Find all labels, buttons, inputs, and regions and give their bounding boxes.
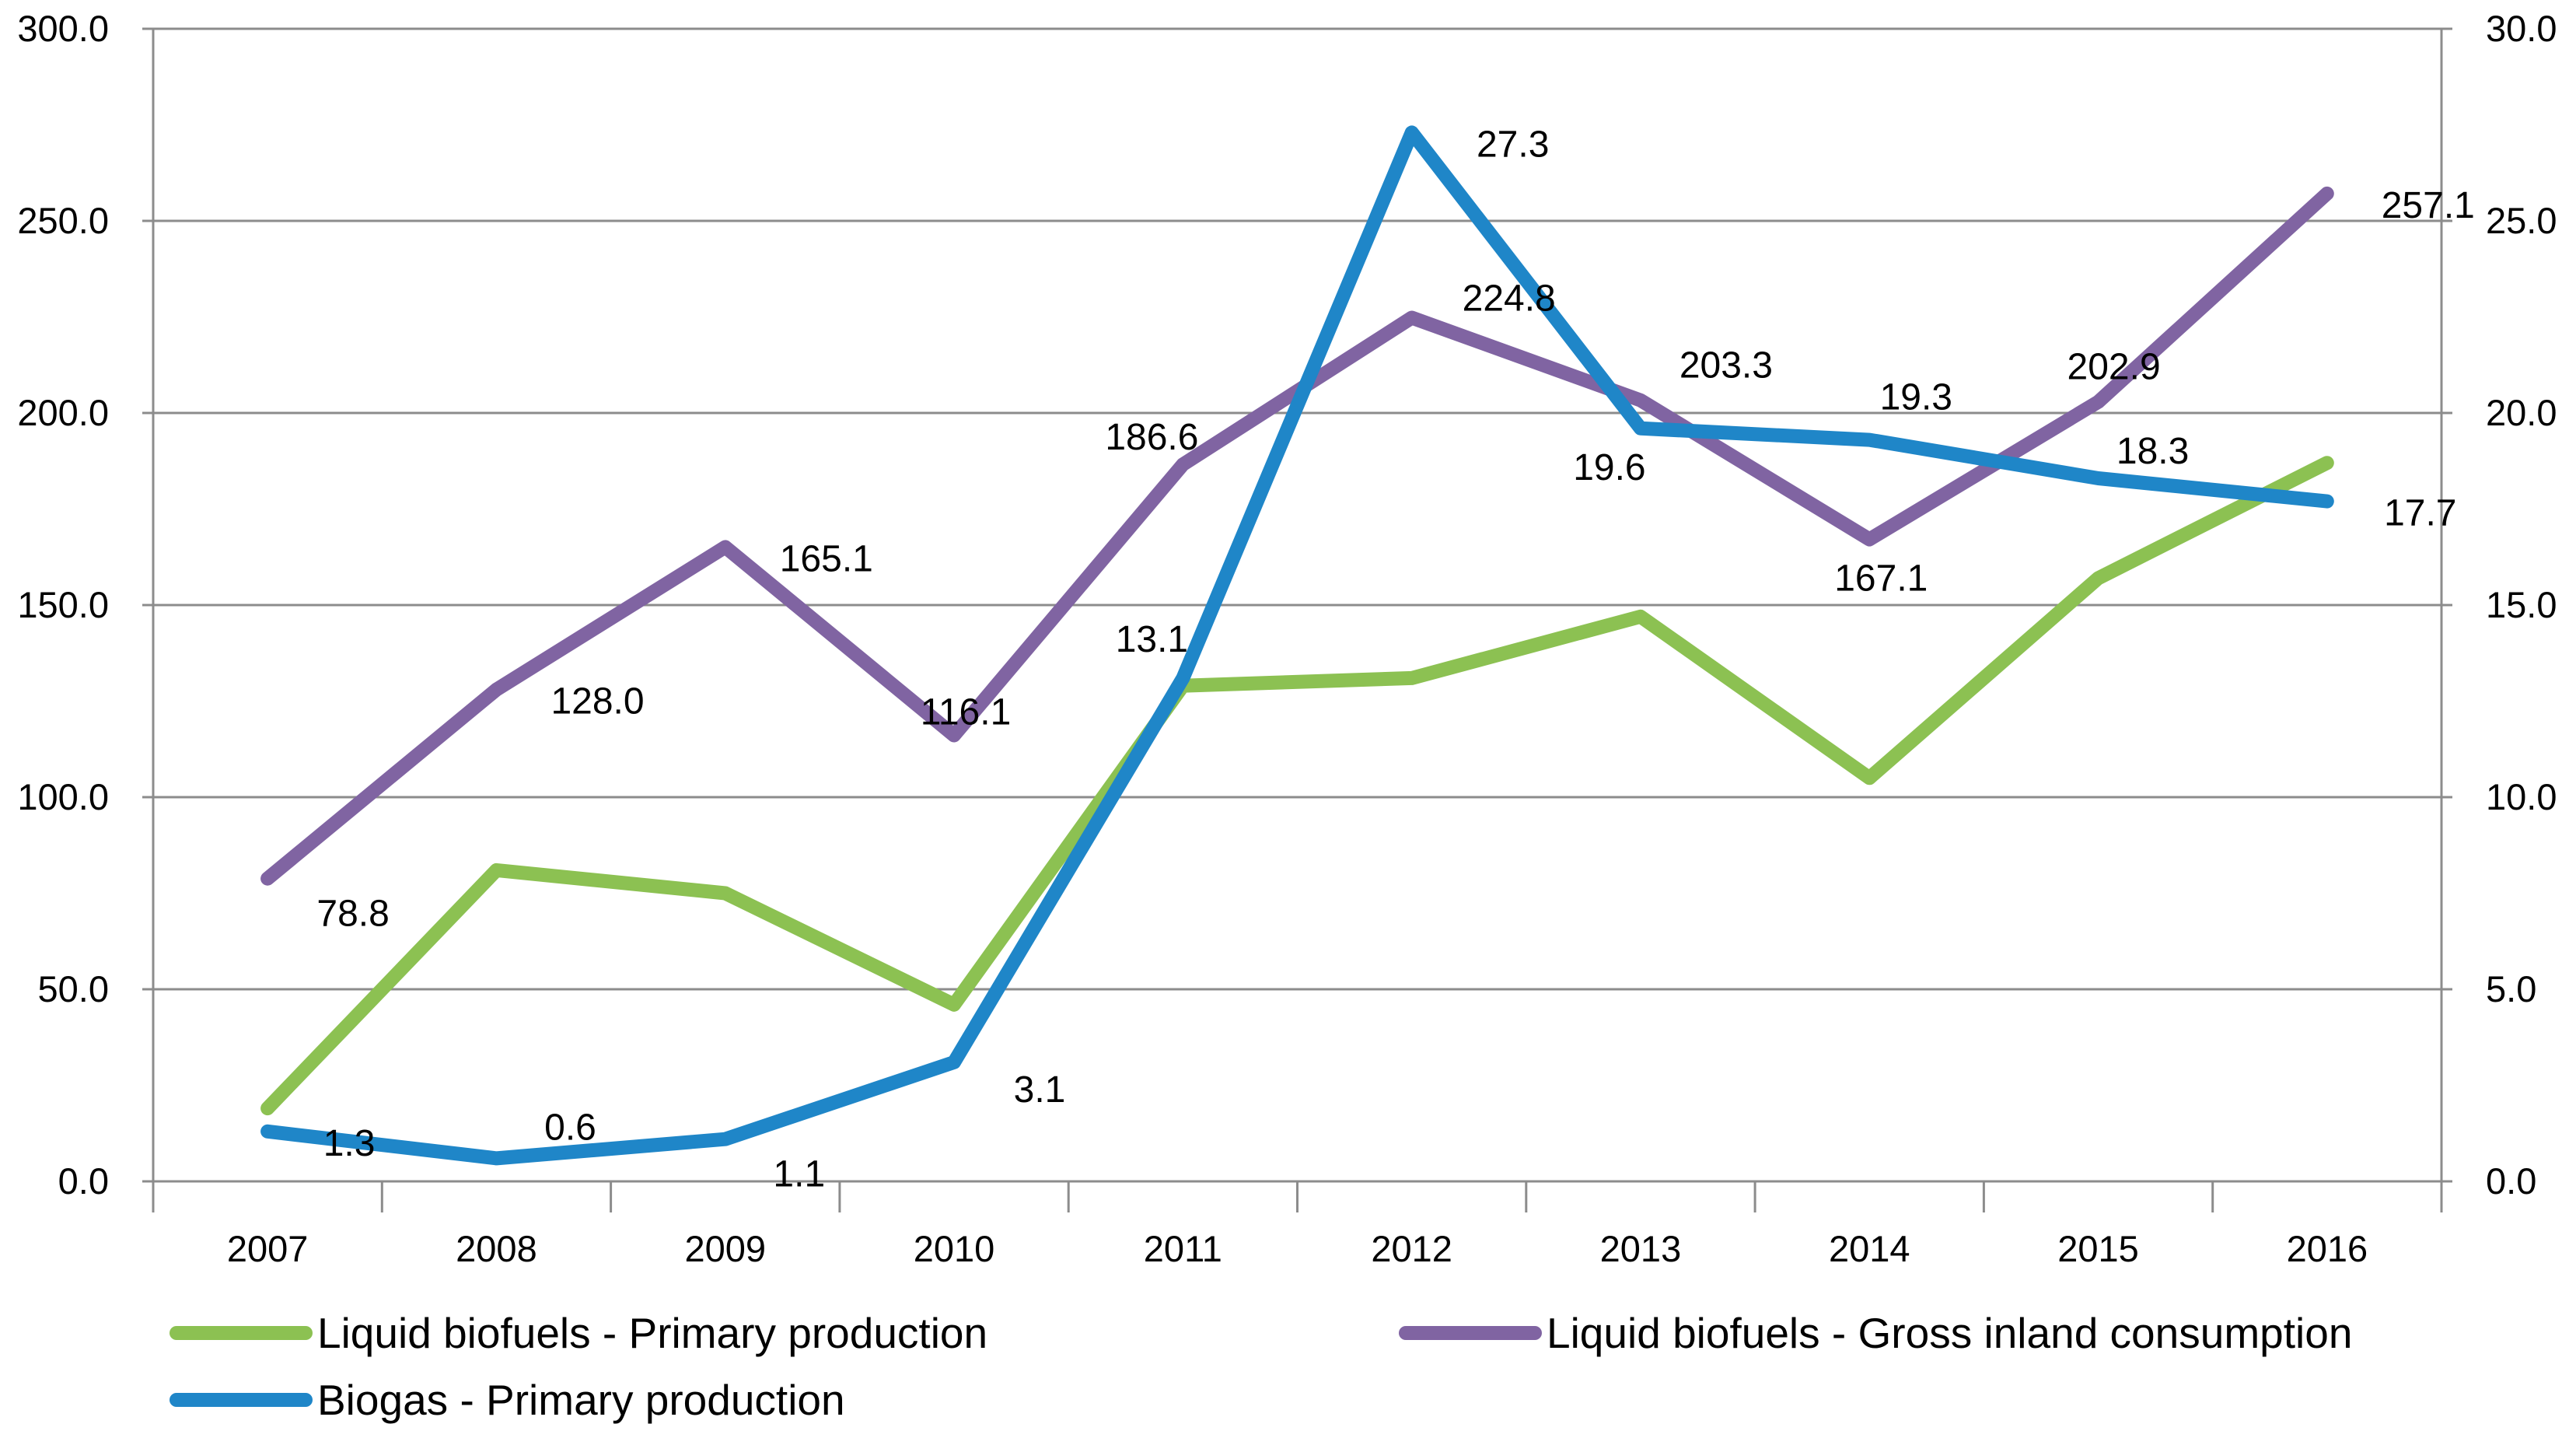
data-label: 19.3	[1880, 377, 1952, 418]
data-label: 19.6	[1573, 447, 1645, 488]
y-axis-left: 0.0 50.0 100.0 150.0 200.0 250.0 300.0	[17, 8, 109, 1202]
data-label: 3.1	[1014, 1069, 1066, 1111]
data-label: 17.7	[2384, 493, 2456, 534]
data-label: 0.6	[544, 1107, 596, 1148]
y-right-tick-label: 30.0	[2486, 8, 2557, 49]
x-tick-label: 2010	[914, 1228, 995, 1269]
data-label: 1.3	[323, 1123, 376, 1164]
y-right-tick-label: 20.0	[2486, 392, 2557, 433]
x-tick-label: 2014	[1829, 1228, 1910, 1269]
data-label: 203.3	[1679, 345, 1773, 387]
legend-label: Liquid biofuels - Primary production	[317, 1309, 987, 1357]
data-label: 116.1	[921, 692, 1012, 733]
data-label: 128.0	[551, 681, 644, 722]
data-labels: 78.8 128.0 165.1 116.1 186.6 224.8 203.3 167.1 2…	[316, 124, 2474, 1195]
x-tick-label: 2013	[1600, 1228, 1682, 1269]
series-liquid-biofuels-gross-inland-consumption	[260, 186, 2334, 886]
legend-item-liquid-biofuels-consumption: Liquid biofuels - Gross inland consumpti…	[1399, 1309, 2352, 1357]
y-left-tick-label: 300.0	[17, 8, 109, 49]
data-label: 167.1	[1834, 558, 1928, 600]
y-right-tick-label: 10.0	[2486, 776, 2557, 817]
y-left-tick-label: 50.0	[38, 968, 109, 1009]
x-tick-label: 2008	[456, 1228, 537, 1269]
data-label: 165.1	[780, 538, 873, 579]
y-right-tick-label: 5.0	[2486, 968, 2536, 1009]
x-tick-label: 2007	[227, 1228, 309, 1269]
series-liquid-biofuels-primary-production	[260, 456, 2334, 1116]
x-axis: 2007 2008 2009 2010 2011 2012 2013 2014 2015 2016	[227, 1228, 2368, 1269]
y-right-tick-label: 25.0	[2486, 200, 2557, 241]
axes	[142, 27, 2452, 1212]
legend-item-biogas-primary: Biogas - Primary production	[170, 1376, 845, 1424]
y-left-tick-label: 100.0	[17, 776, 109, 817]
x-tick-label: 2016	[2287, 1228, 2368, 1269]
x-tick-label: 2011	[1144, 1228, 1222, 1269]
y-left-tick-label: 200.0	[17, 392, 109, 433]
gridlines	[153, 27, 2441, 991]
data-label: 186.6	[1105, 417, 1198, 458]
y-right-tick-label: 15.0	[2486, 584, 2557, 625]
y-axis-right: 0.0 5.0 10.0 15.0 20.0 25.0 30.0	[2486, 8, 2557, 1202]
legend: Liquid biofuels - Primary production Liqu…	[170, 1309, 2352, 1424]
data-label: 1.1	[773, 1154, 825, 1195]
series-group	[260, 125, 2334, 1166]
x-tick-label: 2015	[2057, 1228, 2139, 1269]
data-label: 224.8	[1463, 278, 1556, 320]
data-label: 18.3	[2116, 431, 2189, 472]
x-tick-label: 2012	[1371, 1228, 1452, 1269]
y-left-tick-label: 150.0	[17, 584, 109, 625]
y-left-tick-label: 0.0	[58, 1160, 109, 1202]
legend-label: Biogas - Primary production	[317, 1376, 845, 1424]
data-label: 78.8	[316, 894, 389, 935]
series-biogas-primary-production	[260, 125, 2334, 1166]
legend-item-liquid-biofuels-primary: Liquid biofuels - Primary production	[170, 1309, 987, 1357]
x-tick-label: 2009	[684, 1228, 766, 1269]
data-label: 27.3	[1477, 124, 1549, 165]
y-right-tick-label: 0.0	[2486, 1160, 2536, 1202]
data-label: 13.1	[1116, 619, 1188, 660]
data-label: 257.1	[2382, 185, 2475, 226]
y-left-tick-label: 250.0	[17, 200, 109, 241]
data-label: 202.9	[2067, 347, 2161, 388]
legend-label: Liquid biofuels - Gross inland consumpti…	[1547, 1309, 2352, 1357]
